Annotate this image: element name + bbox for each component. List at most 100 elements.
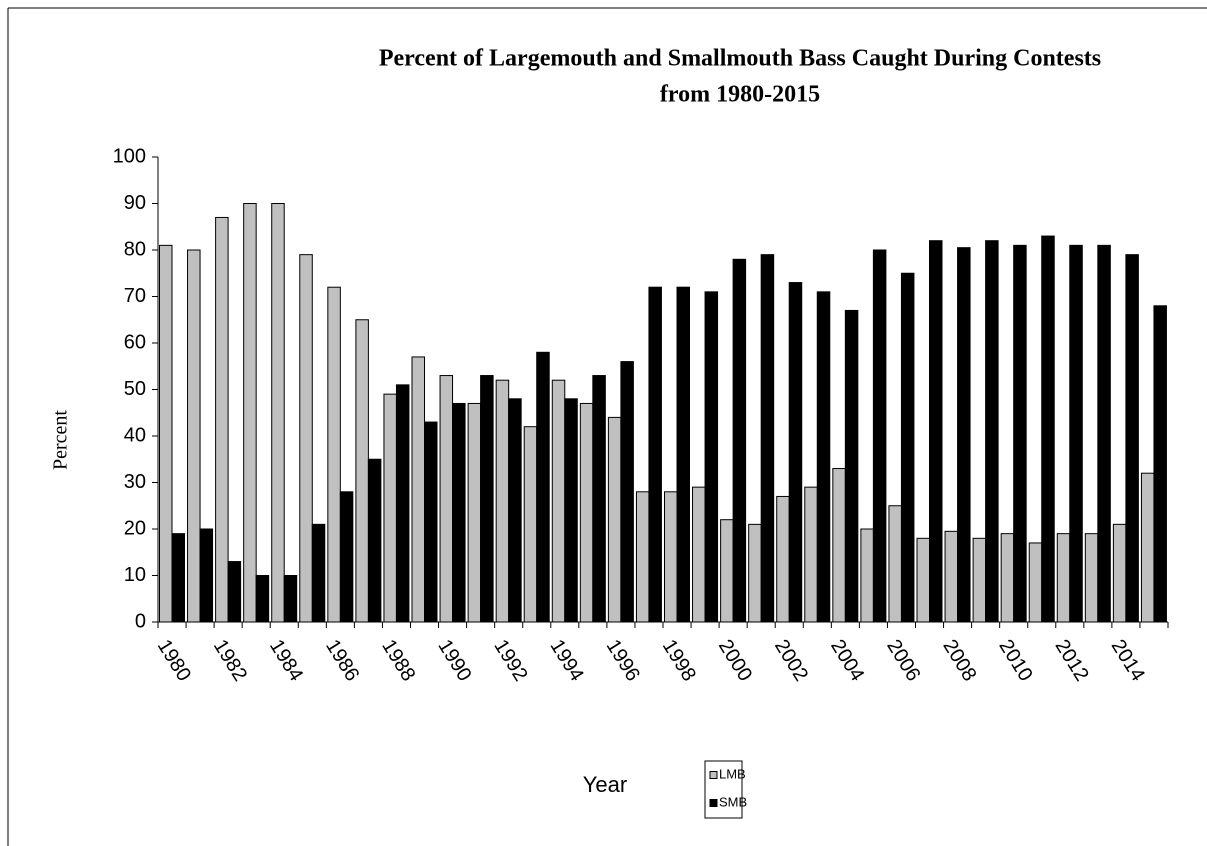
bar [1069, 244, 1083, 623]
y-tick-label: 40 [124, 424, 146, 446]
legend-box [704, 760, 743, 819]
bar [1013, 244, 1027, 623]
bar [327, 286, 341, 623]
bar [187, 249, 201, 623]
legend-label: SMB [719, 794, 747, 809]
y-tick-label: 30 [124, 471, 146, 493]
x-tick-label: 2004 [826, 636, 868, 685]
bar [860, 528, 874, 623]
x-tick-label: 1988 [377, 636, 419, 685]
bar [620, 361, 634, 623]
bar [1140, 472, 1155, 623]
bar [171, 533, 185, 623]
bar [648, 286, 662, 623]
bar [957, 247, 971, 623]
bar [299, 254, 313, 623]
bar [424, 421, 438, 623]
y-tick-label: 100 [113, 145, 146, 167]
bar [1041, 235, 1055, 623]
bar [255, 575, 270, 623]
bar [888, 505, 902, 623]
bar [1153, 305, 1167, 623]
x-tick-label: 1994 [546, 636, 588, 685]
x-tick-label: 1990 [433, 636, 475, 685]
x-axis-title: Year [583, 772, 627, 797]
bar [411, 356, 425, 623]
y-tick-label: 80 [124, 238, 146, 260]
y-tick-label: 20 [124, 517, 146, 539]
bar [776, 495, 790, 623]
bar [1097, 244, 1111, 623]
bar [508, 398, 522, 623]
bar [760, 254, 775, 623]
bar [916, 537, 930, 623]
x-tick-label: 2014 [1107, 636, 1149, 685]
bar [832, 468, 846, 623]
bar [383, 393, 397, 623]
y-axis-title: Percent [50, 410, 72, 470]
legend-label: LMB [719, 766, 746, 781]
bar [395, 384, 410, 623]
bar [1000, 533, 1015, 623]
x-tick-label: 1982 [209, 636, 251, 685]
bar [271, 203, 285, 623]
x-tick-label: 2006 [882, 636, 924, 685]
x-tick-label: 2010 [994, 636, 1036, 685]
y-tick-label: 60 [124, 331, 146, 353]
bar [159, 244, 173, 623]
legend-swatch [709, 771, 718, 779]
x-tick-label: 1984 [265, 636, 307, 685]
bar [732, 258, 747, 623]
x-tick-label: 2002 [770, 636, 812, 685]
bar [635, 491, 650, 623]
bar [243, 203, 257, 623]
bar [1112, 523, 1127, 623]
bar [355, 319, 369, 623]
bar [439, 375, 454, 623]
bar [467, 402, 482, 623]
bar [199, 528, 214, 623]
bar [1084, 533, 1099, 623]
y-tick-label: 0 [135, 610, 146, 632]
bar [523, 426, 538, 623]
bar [311, 523, 326, 623]
x-tick-label: 1996 [602, 636, 644, 685]
bar [929, 240, 943, 623]
bar [664, 491, 678, 623]
bar [676, 286, 690, 623]
bar [816, 291, 831, 623]
bar [985, 240, 999, 623]
bar [944, 530, 959, 623]
x-tick-label: 2000 [714, 636, 756, 685]
x-tick-label: 1986 [321, 636, 363, 685]
y-tick-label: 90 [124, 192, 146, 214]
x-tick-label: 2012 [1051, 636, 1093, 685]
chart-title: from 1980-2015 [660, 82, 820, 108]
bar [564, 398, 578, 623]
bar [579, 402, 594, 623]
bar [720, 519, 734, 623]
bar [844, 309, 859, 623]
bar [551, 379, 566, 623]
bar [1028, 542, 1043, 623]
x-tick-label: 1998 [658, 636, 700, 685]
bar [536, 351, 550, 623]
y-tick-label: 50 [124, 378, 146, 400]
bar [227, 561, 242, 623]
bar [692, 486, 706, 623]
bar [215, 216, 229, 623]
bar [1125, 254, 1139, 623]
bar [283, 575, 298, 623]
bar [592, 375, 606, 623]
bar [972, 537, 987, 623]
bar [804, 486, 818, 623]
x-tick-label: 1980 [153, 636, 195, 685]
bar [339, 491, 354, 623]
bar [452, 402, 466, 623]
y-tick-label: 70 [124, 285, 146, 307]
bar [748, 523, 762, 623]
bar [1056, 533, 1071, 623]
bar [607, 416, 622, 623]
legend-swatch [709, 799, 718, 807]
